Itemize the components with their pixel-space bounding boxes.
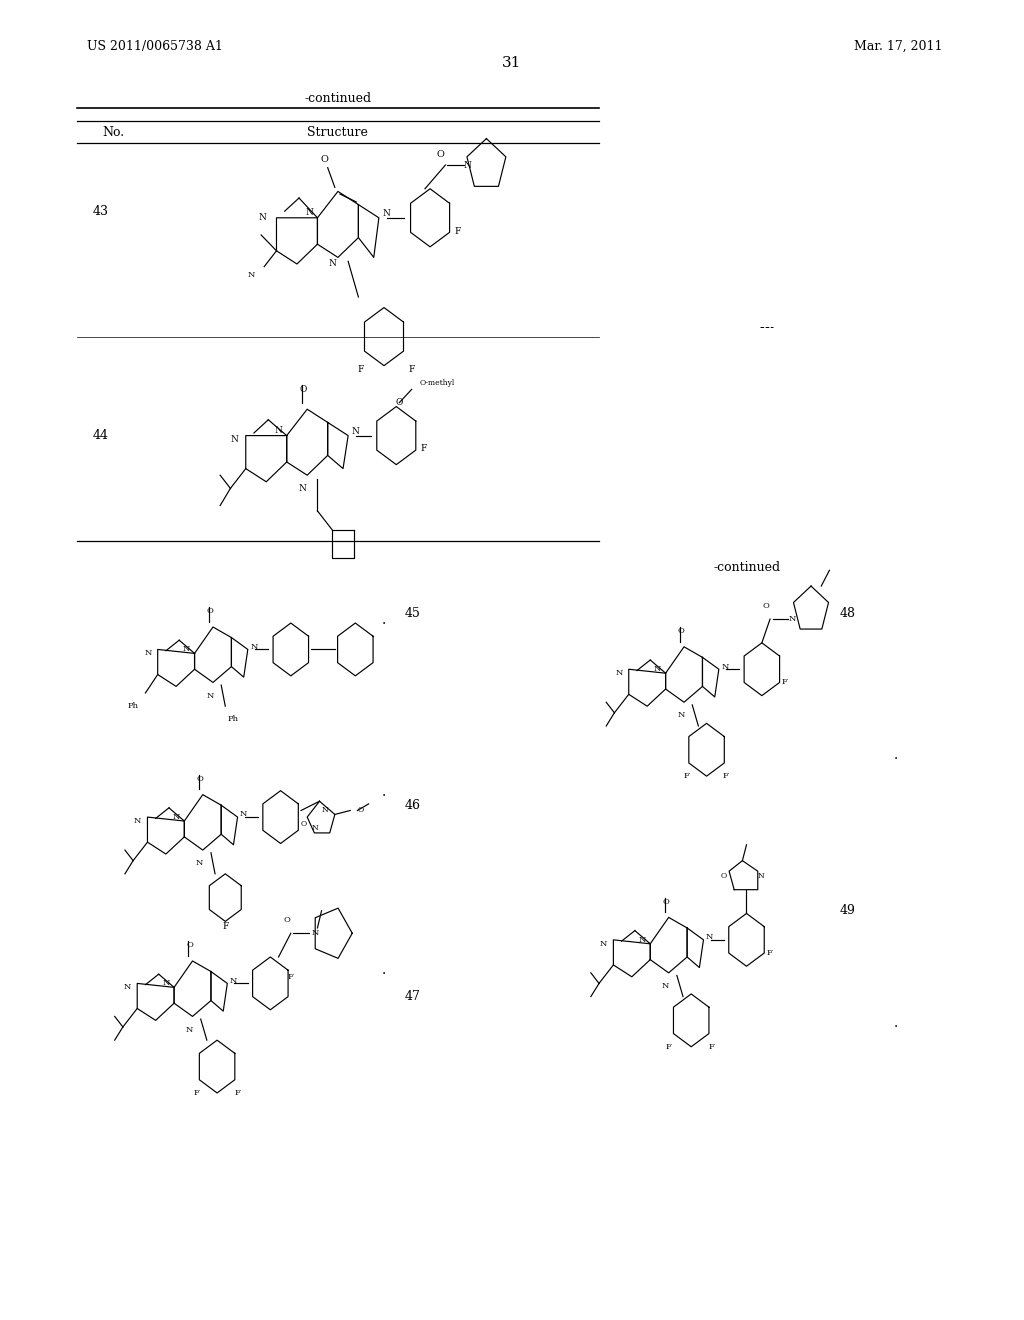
Text: .: .: [894, 1016, 898, 1030]
Text: N: N: [329, 260, 337, 268]
Text: O: O: [436, 150, 444, 158]
Text: N: N: [240, 810, 248, 818]
Text: N: N: [464, 161, 472, 169]
Text: Structure: Structure: [307, 125, 369, 139]
Text: O: O: [197, 775, 203, 783]
Text: 45: 45: [404, 607, 421, 620]
Text: F: F: [222, 923, 228, 931]
Text: N: N: [196, 859, 204, 867]
Text: N: N: [638, 936, 646, 944]
Text: F: F: [288, 973, 294, 981]
Text: O: O: [678, 627, 684, 635]
Text: .: .: [382, 614, 386, 627]
Text: N: N: [721, 663, 729, 671]
Text: N: N: [124, 983, 131, 991]
Text: Mar. 17, 2011: Mar. 17, 2011: [854, 40, 942, 53]
Text: N: N: [382, 210, 390, 218]
Text: 48: 48: [840, 607, 856, 620]
Text: O: O: [395, 399, 403, 407]
Text: F: F: [683, 772, 689, 780]
Text: No.: No.: [102, 125, 125, 139]
Text: F: F: [357, 366, 364, 374]
Text: 49: 49: [840, 904, 856, 917]
Text: F: F: [409, 366, 415, 374]
Text: F: F: [766, 949, 772, 957]
Text: N: N: [134, 817, 141, 825]
Text: Ph: Ph: [127, 702, 138, 710]
Text: N: N: [305, 209, 313, 216]
Text: N: N: [662, 982, 670, 990]
Text: F: F: [455, 227, 461, 235]
Text: F: F: [781, 678, 787, 686]
Text: -continued: -continued: [714, 561, 781, 574]
Text: .: .: [894, 748, 898, 762]
Text: N: N: [182, 645, 190, 653]
Text: N: N: [162, 979, 170, 987]
Text: 47: 47: [404, 990, 421, 1003]
Text: 31: 31: [503, 57, 521, 70]
Text: N: N: [311, 929, 318, 937]
Text: O: O: [663, 898, 669, 906]
Text: US 2011/0065738 A1: US 2011/0065738 A1: [87, 40, 223, 53]
Text: O: O: [301, 820, 307, 828]
Text: N: N: [677, 711, 685, 719]
Text: .: .: [382, 964, 386, 977]
Text: F: F: [194, 1089, 200, 1097]
Text: O: O: [284, 916, 290, 924]
Text: .: .: [382, 785, 386, 799]
Text: N: N: [312, 824, 318, 832]
Text: Ph: Ph: [228, 715, 239, 723]
Text: 46: 46: [404, 799, 421, 812]
Text: N: N: [322, 807, 329, 814]
Text: N: N: [172, 813, 180, 821]
Text: O: O: [321, 156, 329, 164]
Text: N: N: [230, 436, 239, 444]
Text: O: O: [763, 602, 769, 610]
Text: F: F: [666, 1043, 672, 1051]
Text: N: N: [247, 271, 255, 279]
Text: F: F: [709, 1043, 715, 1051]
Text: O-methyl: O-methyl: [420, 379, 455, 387]
Text: O: O: [207, 607, 213, 615]
Text: N: N: [229, 977, 238, 985]
Text: N: N: [206, 692, 214, 700]
Text: N: N: [258, 214, 266, 222]
Text: N: N: [788, 615, 796, 623]
Text: 44: 44: [92, 429, 109, 442]
Text: N: N: [274, 426, 283, 434]
Text: N: N: [653, 665, 662, 673]
Text: N: N: [615, 669, 623, 677]
Text: N: N: [351, 428, 359, 436]
Text: N: N: [600, 940, 607, 948]
Text: O: O: [186, 941, 193, 949]
Text: N: N: [758, 873, 765, 880]
Text: N: N: [250, 643, 258, 651]
Text: F: F: [234, 1089, 241, 1097]
Text: O: O: [299, 385, 307, 393]
Text: N: N: [298, 484, 306, 492]
Text: 43: 43: [92, 205, 109, 218]
Text: N: N: [185, 1026, 194, 1034]
Text: O: O: [721, 873, 727, 880]
Text: -continued: -continued: [304, 92, 372, 106]
Text: F: F: [722, 772, 728, 780]
Text: F: F: [421, 445, 427, 453]
Text: N: N: [706, 933, 714, 941]
Text: O: O: [357, 807, 364, 814]
Text: N: N: [144, 649, 152, 657]
